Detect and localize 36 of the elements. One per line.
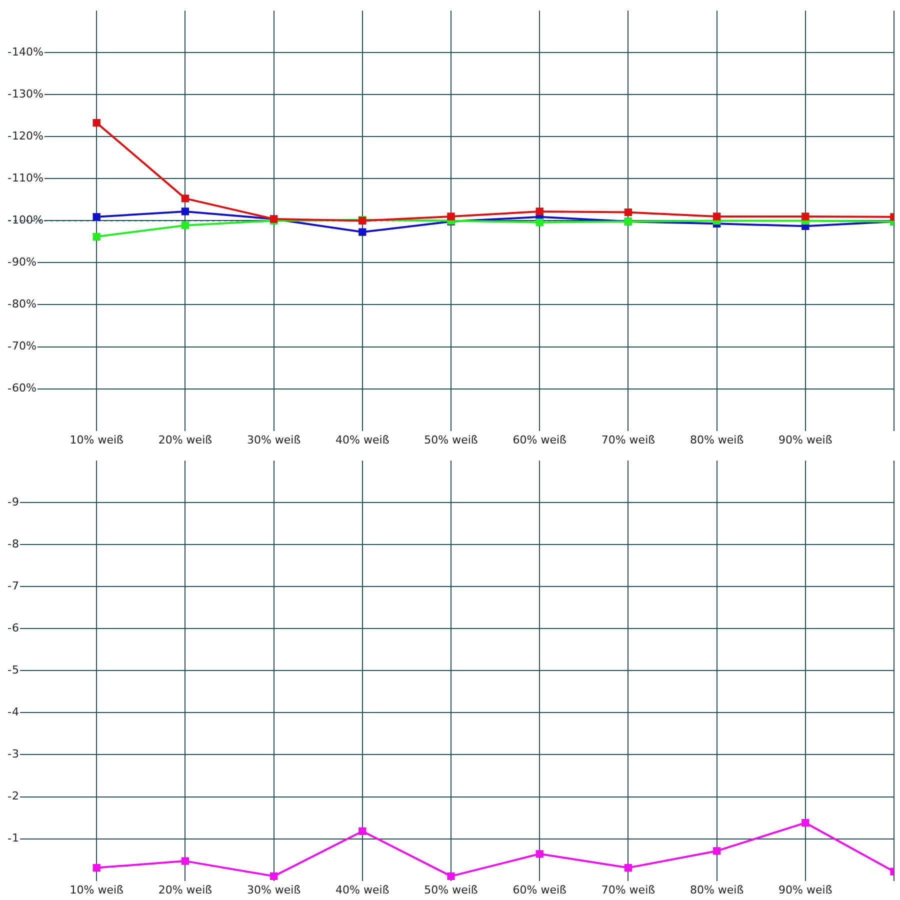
x-tick-label: 30% weiß <box>246 883 301 896</box>
y-tick-label: 130% <box>12 88 44 100</box>
x-tick-label: 90% weiß <box>778 883 832 896</box>
x-tick-label: 40% weiß <box>336 433 390 446</box>
y-tick-label: 2 <box>12 790 19 803</box>
y-tick-label: 120% <box>12 130 44 143</box>
x-tick-label: 30% weiß <box>246 433 301 446</box>
x-tick-label: 20% weiß <box>158 883 212 896</box>
x-tick-label: 70% weiß <box>601 433 656 446</box>
y-tick-label: 5 <box>12 664 19 677</box>
y-tick-label: 3 <box>12 748 19 761</box>
y-tick-label: 6 <box>12 622 19 635</box>
y-tick-label: 70% <box>12 340 36 353</box>
y-tick-label: 140% <box>12 45 44 58</box>
x-tick-label: 40% weiß <box>336 883 390 896</box>
x-tick-label: 80% weiß <box>690 883 744 896</box>
y-tick-label: 80% <box>12 298 36 311</box>
y-tick-label: 100% <box>12 214 44 227</box>
y-tick-label: 8 <box>12 538 19 550</box>
x-tick-label: 50% weiß <box>424 883 478 896</box>
x-tick-label: 90% weiß <box>778 433 832 446</box>
y-tick-label: 9 <box>12 495 19 508</box>
x-tick-label: 60% weiß <box>512 433 567 446</box>
x-tick-label: 10% weiß <box>70 433 124 446</box>
x-tick-label: 10% weiß <box>70 883 124 896</box>
y-tick-label: 60% <box>12 382 36 395</box>
x-tick-label: 70% weiß <box>601 883 656 896</box>
x-tick-label: 50% weiß <box>424 433 478 446</box>
y-tick-label: 4 <box>12 706 19 719</box>
y-tick-label: 90% <box>12 256 36 269</box>
x-tick-label: 80% weiß <box>690 433 744 446</box>
x-tick-label: 20% weiß <box>158 433 212 446</box>
y-tick-label: 110% <box>12 172 44 185</box>
x-tick-label: 60% weiß <box>512 883 567 896</box>
y-tick-label: 7 <box>12 580 19 593</box>
y-tick-label: 1 <box>12 832 19 845</box>
